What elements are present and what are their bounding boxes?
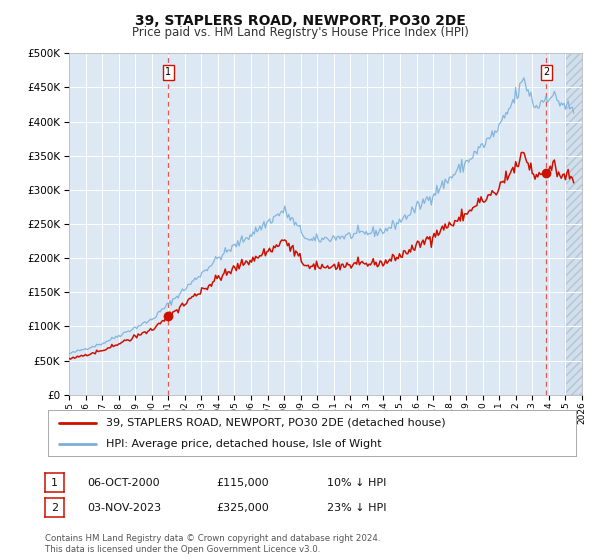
- Text: £325,000: £325,000: [216, 503, 269, 513]
- Text: 06-OCT-2000: 06-OCT-2000: [87, 478, 160, 488]
- Text: £115,000: £115,000: [216, 478, 269, 488]
- Text: Contains HM Land Registry data © Crown copyright and database right 2024.
This d: Contains HM Land Registry data © Crown c…: [45, 534, 380, 554]
- Text: 39, STAPLERS ROAD, NEWPORT, PO30 2DE (detached house): 39, STAPLERS ROAD, NEWPORT, PO30 2DE (de…: [106, 418, 446, 428]
- Bar: [565, 53, 590, 395]
- Text: 03-NOV-2023: 03-NOV-2023: [87, 503, 161, 513]
- Text: 1: 1: [51, 478, 58, 488]
- Text: Price paid vs. HM Land Registry's House Price Index (HPI): Price paid vs. HM Land Registry's House …: [131, 26, 469, 39]
- Text: 2: 2: [51, 503, 58, 513]
- Text: 39, STAPLERS ROAD, NEWPORT, PO30 2DE: 39, STAPLERS ROAD, NEWPORT, PO30 2DE: [134, 14, 466, 28]
- Text: HPI: Average price, detached house, Isle of Wight: HPI: Average price, detached house, Isle…: [106, 439, 382, 449]
- Text: 2: 2: [543, 67, 550, 77]
- Text: 23% ↓ HPI: 23% ↓ HPI: [327, 503, 386, 513]
- Text: 1: 1: [165, 67, 172, 77]
- Bar: [565, 53, 590, 395]
- Text: 10% ↓ HPI: 10% ↓ HPI: [327, 478, 386, 488]
